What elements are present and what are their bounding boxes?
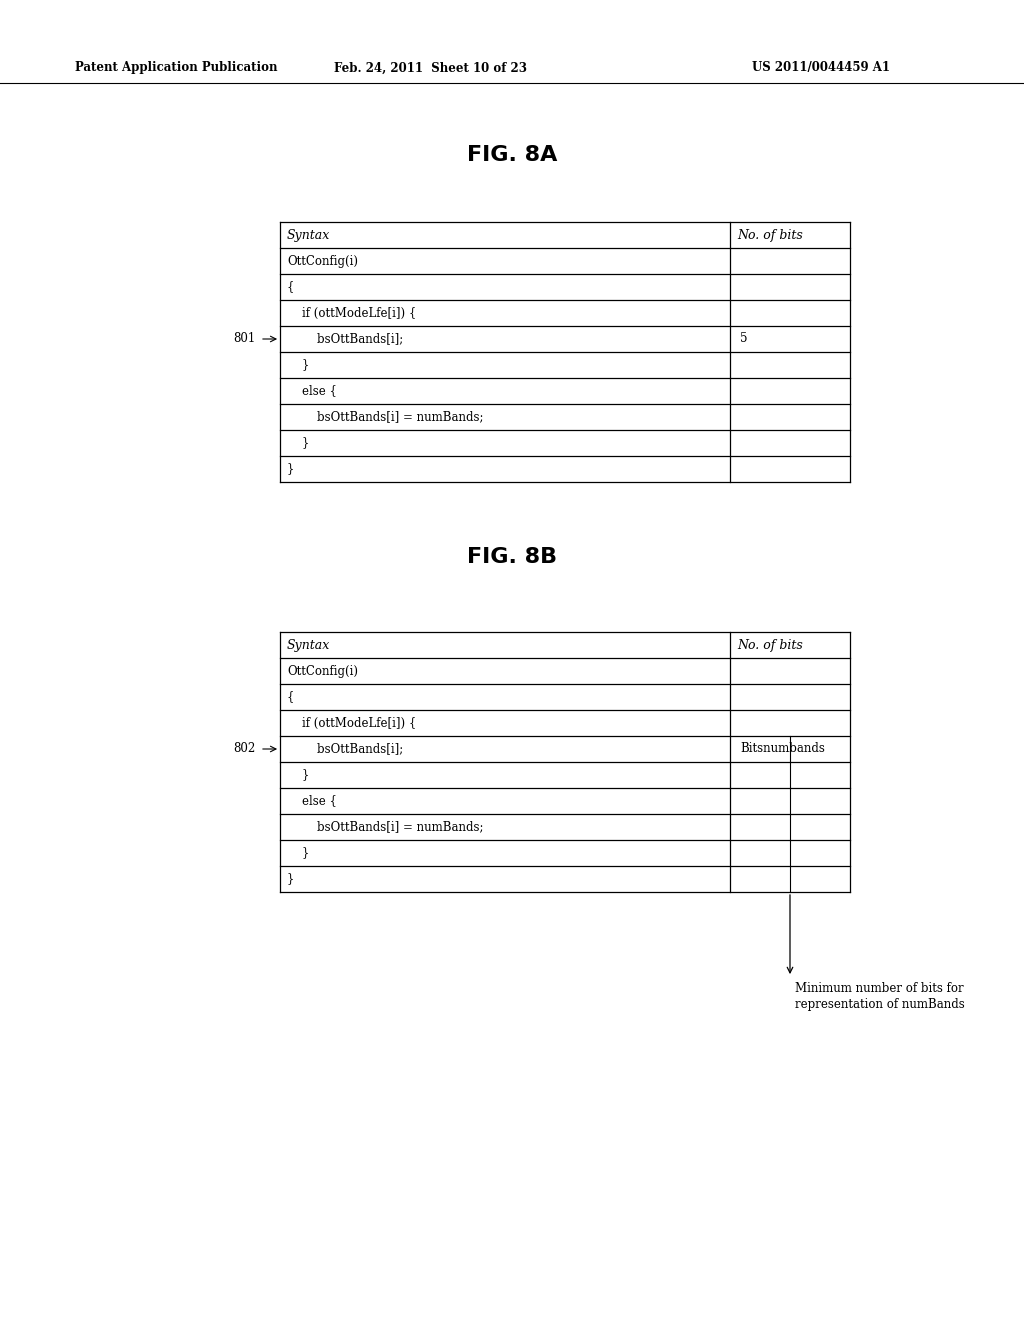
Text: bsOttBands[i];: bsOttBands[i];	[287, 742, 403, 755]
Text: Bitsnumbands: Bitsnumbands	[740, 742, 825, 755]
Text: 5: 5	[740, 333, 748, 346]
Text: No. of bits: No. of bits	[737, 639, 803, 652]
Text: US 2011/0044459 A1: US 2011/0044459 A1	[752, 62, 890, 74]
Text: 801: 801	[232, 333, 255, 346]
Text: No. of bits: No. of bits	[737, 228, 803, 242]
Text: Patent Application Publication: Patent Application Publication	[75, 62, 278, 74]
Text: if (ottModeLfe[i]) {: if (ottModeLfe[i]) {	[287, 306, 416, 319]
Text: 802: 802	[232, 742, 255, 755]
Text: representation of numBands: representation of numBands	[795, 998, 965, 1011]
Text: bsOttBands[i];: bsOttBands[i];	[287, 333, 403, 346]
Text: bsOttBands[i] = numBands;: bsOttBands[i] = numBands;	[287, 411, 483, 424]
Text: {: {	[287, 281, 294, 293]
Text: bsOttBands[i] = numBands;: bsOttBands[i] = numBands;	[287, 821, 483, 833]
Text: else {: else {	[287, 384, 337, 397]
Text: else {: else {	[287, 795, 337, 808]
Text: Feb. 24, 2011  Sheet 10 of 23: Feb. 24, 2011 Sheet 10 of 23	[334, 62, 526, 74]
Text: Syntax: Syntax	[287, 639, 331, 652]
Text: OttConfig(i): OttConfig(i)	[287, 664, 358, 677]
Text: }: }	[287, 768, 309, 781]
Text: FIG. 8B: FIG. 8B	[467, 546, 557, 568]
Text: }: }	[287, 873, 294, 886]
Text: FIG. 8A: FIG. 8A	[467, 145, 557, 165]
Text: OttConfig(i): OttConfig(i)	[287, 255, 358, 268]
Text: {: {	[287, 690, 294, 704]
Text: Minimum number of bits for: Minimum number of bits for	[795, 982, 964, 995]
Text: }: }	[287, 359, 309, 371]
Text: Syntax: Syntax	[287, 228, 331, 242]
Text: }: }	[287, 437, 309, 450]
Text: }: }	[287, 462, 294, 475]
Text: }: }	[287, 846, 309, 859]
Text: if (ottModeLfe[i]) {: if (ottModeLfe[i]) {	[287, 717, 416, 730]
